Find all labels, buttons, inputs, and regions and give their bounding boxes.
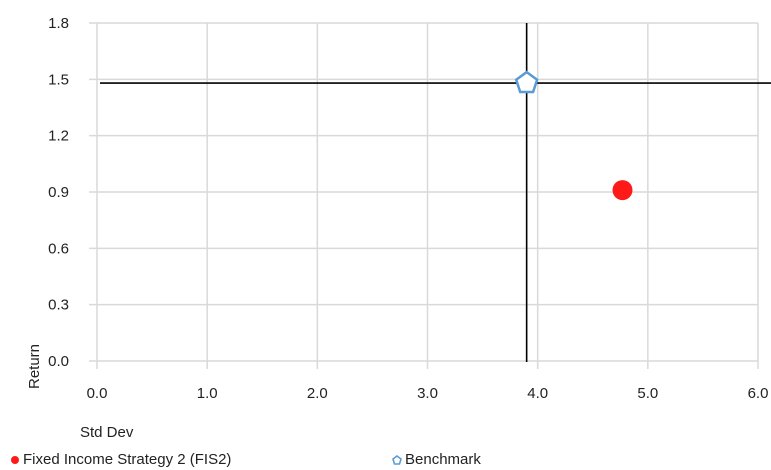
- y-axis-ticks: 0.0 0.3 0.6 0.9 1.2 1.5 1.8: [48, 15, 69, 370]
- y-tick-label: 1.2: [48, 128, 69, 145]
- x-tick-label: 2.0: [307, 385, 328, 402]
- y-tick-label: 1.5: [48, 71, 69, 88]
- y-tick-label: 0.9: [48, 184, 69, 201]
- data-points: [514, 70, 633, 201]
- y-tick-label: 0.3: [48, 297, 69, 314]
- point-benchmark: [514, 70, 539, 94]
- legend-item-fis2: Fixed Income Strategy 2 (FIS2): [10, 451, 231, 468]
- legend-label-fis2: Fixed Income Strategy 2 (FIS2): [23, 451, 232, 468]
- x-tick-label: 3.0: [417, 385, 438, 402]
- x-tick-label: 4.0: [527, 385, 548, 402]
- x-tick-label: 6.0: [748, 385, 769, 402]
- scatter-chart: 0.0 0.3 0.6 0.9 1.2 1.5 1.8 0.0 1.0 2.0 3.0 4.0 5.0…: [26, 15, 771, 402]
- x-tick-label: 1.0: [197, 385, 218, 402]
- grid-lines: [89, 22, 759, 369]
- legend: Fixed Income Strategy 2 (FIS2) Benchmark: [10, 451, 770, 469]
- y-tick-label: 0.6: [48, 240, 69, 257]
- legend-item-benchmark: Benchmark: [392, 451, 481, 468]
- x-axis-ticks: 0.0 1.0 2.0 3.0 4.0 5.0 6.0: [87, 385, 769, 402]
- pentagon-icon: [392, 454, 402, 465]
- red-dot-icon: [11, 455, 19, 464]
- y-axis-label: Return: [26, 344, 43, 389]
- y-tick-label: 1.8: [48, 15, 69, 32]
- point-fis2: [612, 180, 633, 201]
- y-tick-label: 0.0: [48, 353, 69, 370]
- legend-label-benchmark: Benchmark: [405, 451, 481, 468]
- x-tick-label: 5.0: [637, 385, 658, 402]
- x-axis-label: Std Dev: [80, 424, 134, 441]
- x-tick-label: 0.0: [87, 385, 108, 402]
